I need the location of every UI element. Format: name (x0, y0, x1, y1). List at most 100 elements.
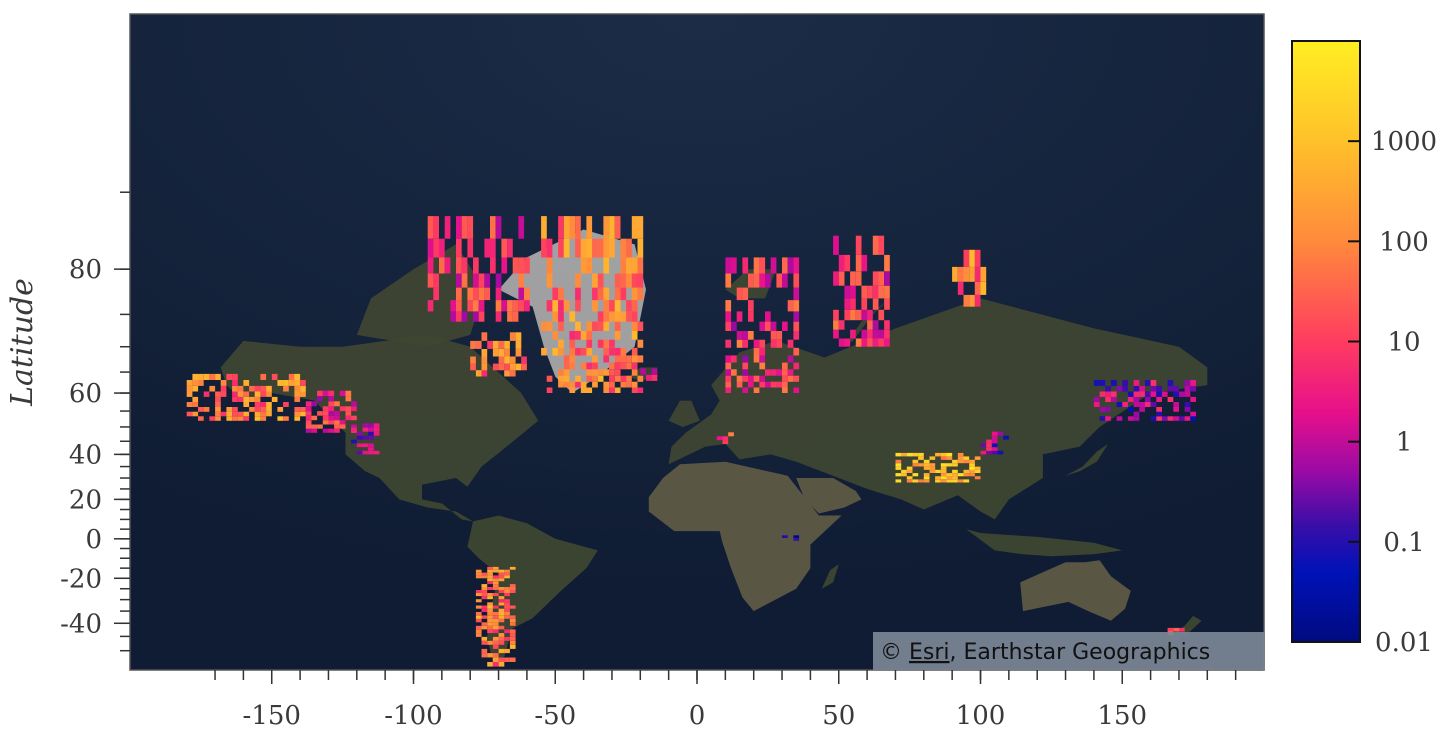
density-cell (637, 355, 644, 363)
density-cell (481, 636, 488, 641)
density-cell (884, 298, 890, 310)
density-cell (731, 321, 737, 331)
density-region-16 (782, 535, 800, 541)
density-cell (1156, 416, 1162, 421)
density-cell (478, 273, 485, 288)
density-cell (475, 572, 482, 576)
density-region-12 (1093, 380, 1196, 421)
density-cell (232, 385, 238, 392)
density-cell (861, 338, 868, 347)
density-cell (753, 257, 760, 274)
attribution-esri-link[interactable]: Esri (909, 640, 950, 665)
density-cell (328, 428, 335, 433)
density-cell (475, 340, 482, 349)
density-cell (509, 640, 516, 645)
density-cell (563, 381, 570, 388)
density-cell (603, 321, 610, 331)
density-cell (220, 380, 227, 386)
density-cell (492, 605, 499, 609)
density-cell (867, 329, 873, 339)
density-cell (759, 273, 766, 288)
density-cell (878, 235, 885, 255)
density-cell (322, 428, 329, 433)
density-cell (793, 287, 800, 301)
density-cell (475, 618, 482, 623)
density-cell (473, 257, 479, 274)
density-cell (974, 281, 981, 295)
density-cell (484, 238, 491, 258)
density-cell (260, 391, 267, 397)
density-cell (980, 450, 987, 455)
density-cell (524, 300, 530, 312)
density-cell (631, 273, 638, 288)
density-cell (844, 298, 851, 310)
density-cell (558, 321, 564, 331)
density-cell (603, 347, 610, 356)
density-cell (575, 381, 581, 388)
density-cell (484, 287, 491, 301)
density-cell (631, 347, 638, 356)
density-cell (895, 463, 902, 467)
density-cell (626, 362, 632, 370)
density-cell (433, 216, 439, 239)
density-cell (569, 331, 576, 340)
density-cell (597, 375, 604, 382)
density-cell (1167, 380, 1174, 386)
density-cell (957, 281, 964, 295)
density-cell (1099, 416, 1106, 421)
density-cell (461, 273, 468, 288)
density-cell (521, 363, 527, 371)
density-cell (498, 648, 505, 654)
density-cell (895, 466, 902, 470)
landmass-africa (648, 461, 842, 612)
density-cell (467, 287, 474, 301)
density-cell (504, 615, 510, 619)
density-cell (569, 347, 576, 356)
density-cell (328, 420, 335, 425)
density-cell (597, 339, 604, 348)
density-cell (952, 476, 958, 480)
density-cell (266, 391, 272, 397)
y-tick-label: -40 (60, 609, 102, 639)
density-cell (793, 300, 800, 312)
density-cell (334, 411, 340, 416)
density-cell (300, 411, 306, 417)
density-cell (759, 347, 766, 356)
density-cell (923, 476, 930, 480)
density-cell (969, 266, 975, 282)
density-cell (498, 636, 505, 641)
density-cell (334, 415, 340, 421)
density-region-4 (470, 332, 527, 377)
density-cell (305, 424, 312, 429)
density-cell (609, 311, 615, 322)
density-cell (1099, 391, 1106, 397)
density-cell (492, 640, 499, 645)
density-cell (620, 273, 627, 288)
density-cell (260, 416, 267, 421)
density-cell (487, 629, 493, 634)
density-cell (626, 311, 632, 322)
density-cell (203, 373, 210, 380)
map-plot-area[interactable] (130, 14, 1264, 670)
density-cell (509, 566, 516, 570)
density-cell (498, 615, 505, 619)
density-region-3 (427, 216, 530, 322)
density-cell (626, 257, 632, 274)
density-cell (322, 411, 329, 416)
density-cell (300, 407, 306, 412)
density-cell (782, 321, 788, 331)
density-cell (186, 402, 193, 407)
density-cell (192, 402, 199, 407)
colorbar-tick-label: 0.01 (1375, 628, 1433, 658)
density-cell (552, 311, 559, 322)
density-cell (974, 456, 981, 460)
density-cell (243, 396, 250, 402)
density-cell (215, 391, 221, 397)
density-cell (498, 572, 505, 576)
density-cell (940, 456, 947, 460)
density-cell (478, 287, 485, 301)
density-cell (637, 273, 644, 288)
density-cell (722, 436, 729, 441)
density-cell (192, 411, 199, 417)
density-cell (498, 662, 505, 667)
